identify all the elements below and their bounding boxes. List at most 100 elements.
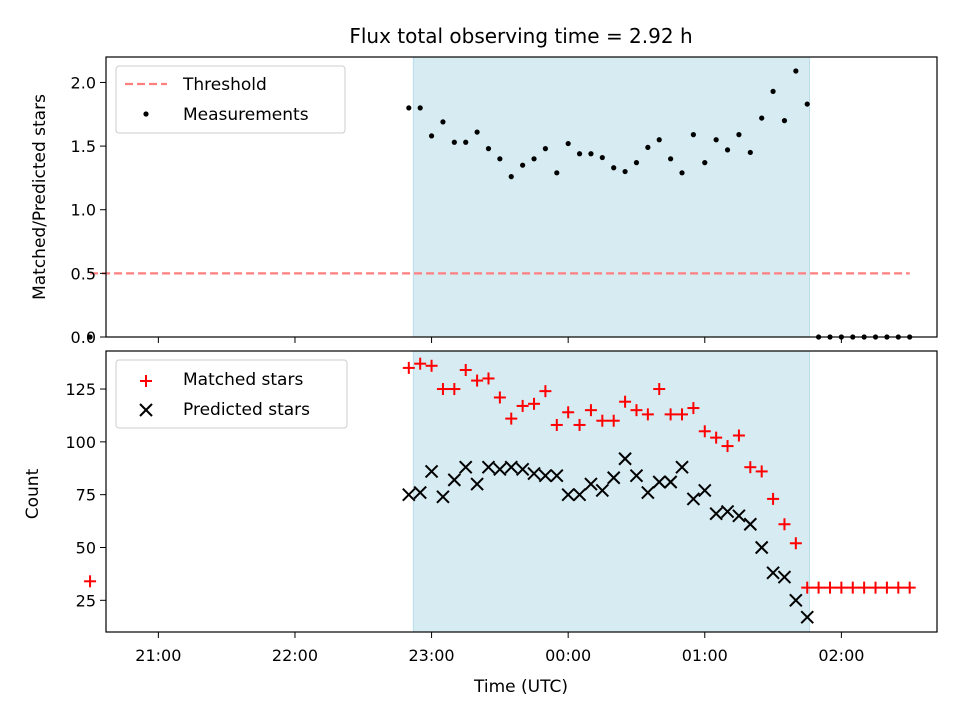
matched-stars-point [425,359,438,372]
measurements-point [576,151,583,157]
measurements-point [611,165,617,171]
x-tick-label: 21:00 [135,646,181,665]
measurements-point [690,132,696,138]
top-series-group [87,68,913,340]
predicted-stars-point [561,487,575,502]
matched-stars-point [550,418,563,431]
x-tick-label: 23:00 [409,646,455,665]
measurements-point [781,118,788,124]
bottom-y-axis: 25 50 75 100 125 [65,380,106,610]
matched-stars-point [721,440,734,453]
measurements-point [417,105,423,111]
matched-stars-point [858,581,871,594]
bottom-series-group [84,357,916,624]
y-tick-label: 1.5 [71,137,96,156]
measurements-point [668,156,674,162]
top-legend-box [115,65,346,134]
matched-stars-point [778,518,791,531]
chart-title: Flux total observing time = 2.92 h [349,24,692,48]
matched-stars-point [607,414,620,427]
predicted-legend-marker [139,403,153,417]
matched-stars-point [892,581,905,594]
matched-stars-point [755,465,768,478]
threshold-legend-label: Threshold [182,75,267,95]
measurements-point [713,137,719,143]
bottom-legend-box [115,359,348,429]
matched-legend-marker [140,375,152,387]
predicted-stars-point [800,610,814,624]
matched-stars-point [676,408,689,421]
matched-legend-label: Matched stars [183,370,303,390]
measurements-point [485,146,492,152]
matched-stars-point [414,357,427,370]
predicted-stars-point [732,509,746,523]
matched-stars-point [687,402,700,415]
predicted-stars-point [493,462,507,477]
matched-stars-point [505,412,518,425]
measurements-point [508,174,514,180]
matched-stars-point [835,581,848,594]
predicted-stars-point [413,485,427,500]
predicted-stars-point [515,462,530,477]
matched-stars-point [573,418,586,431]
predicted-stars-point [766,566,780,580]
predicted-stars-point [436,490,450,504]
predicted-stars-point [629,468,644,483]
matched-stars-point [528,397,541,410]
measurements-point [463,139,469,145]
matched-stars-point [516,399,529,412]
predicted-stars-point [572,487,587,502]
y-tick-label: 50 [76,538,96,557]
measurements-legend-marker [143,111,149,117]
y-tick-label: 0.0 [71,328,96,347]
matched-stars-point [744,461,757,474]
measurements-point [406,105,412,111]
measurements-point [770,88,776,94]
predicted-stars-point [595,483,610,498]
bottom-legend: Matched stars Predicted stars [115,359,348,429]
matched-stars-point [619,395,632,408]
bottom-x-axis: 21:00 22:00 23:00 00:00 01:00 02:00 [135,632,864,665]
measurements-point [588,151,594,157]
measurements-point [497,156,503,162]
measurements-point [531,156,537,162]
measurements-point [679,170,685,176]
measurements-legend-label: Measurements [183,105,309,125]
bottom-plot-frame [105,350,938,633]
measurements-point [645,144,651,150]
predicted-stars-point [720,504,735,519]
matched-stars-point [84,575,97,588]
measurements-point [87,334,93,340]
predicted-stars-point [641,485,655,500]
matched-stars-point [767,492,780,505]
measurements-point [440,119,446,125]
top-y-axis-label: Matched/Predicted stars [30,94,50,300]
measurements-point [804,101,810,107]
matched-stars-point [539,385,552,398]
measurements-point [724,147,731,153]
matched-stars-point [732,429,745,442]
y-tick-label: 2.0 [71,73,96,92]
top-y-axis: 0.0 0.5 1.0 1.5 2.0 [71,73,106,347]
predicted-stars-point [754,540,769,555]
y-tick-label: 1.0 [71,201,96,220]
predicted-stars-point [698,483,712,498]
y-tick-label: 75 [76,486,96,505]
matched-stars-point [482,372,495,385]
measurements-point [622,168,628,175]
predicted-stars-point [470,477,484,491]
predicted-stars-point [447,473,462,487]
matched-stars-point [789,537,802,550]
bottom-shaded-span [412,350,811,633]
top-x-axis-ticks [157,337,842,343]
predicted-stars-point [777,570,792,584]
y-tick-label: 0.5 [71,264,96,283]
measurements-point [747,149,753,156]
measurements-point [702,160,708,166]
measurements-point [599,154,605,161]
matched-stars-point [562,406,575,419]
y-tick-label: 125 [65,380,96,399]
matched-stars-point [812,581,825,594]
predicted-stars-point [550,468,564,483]
